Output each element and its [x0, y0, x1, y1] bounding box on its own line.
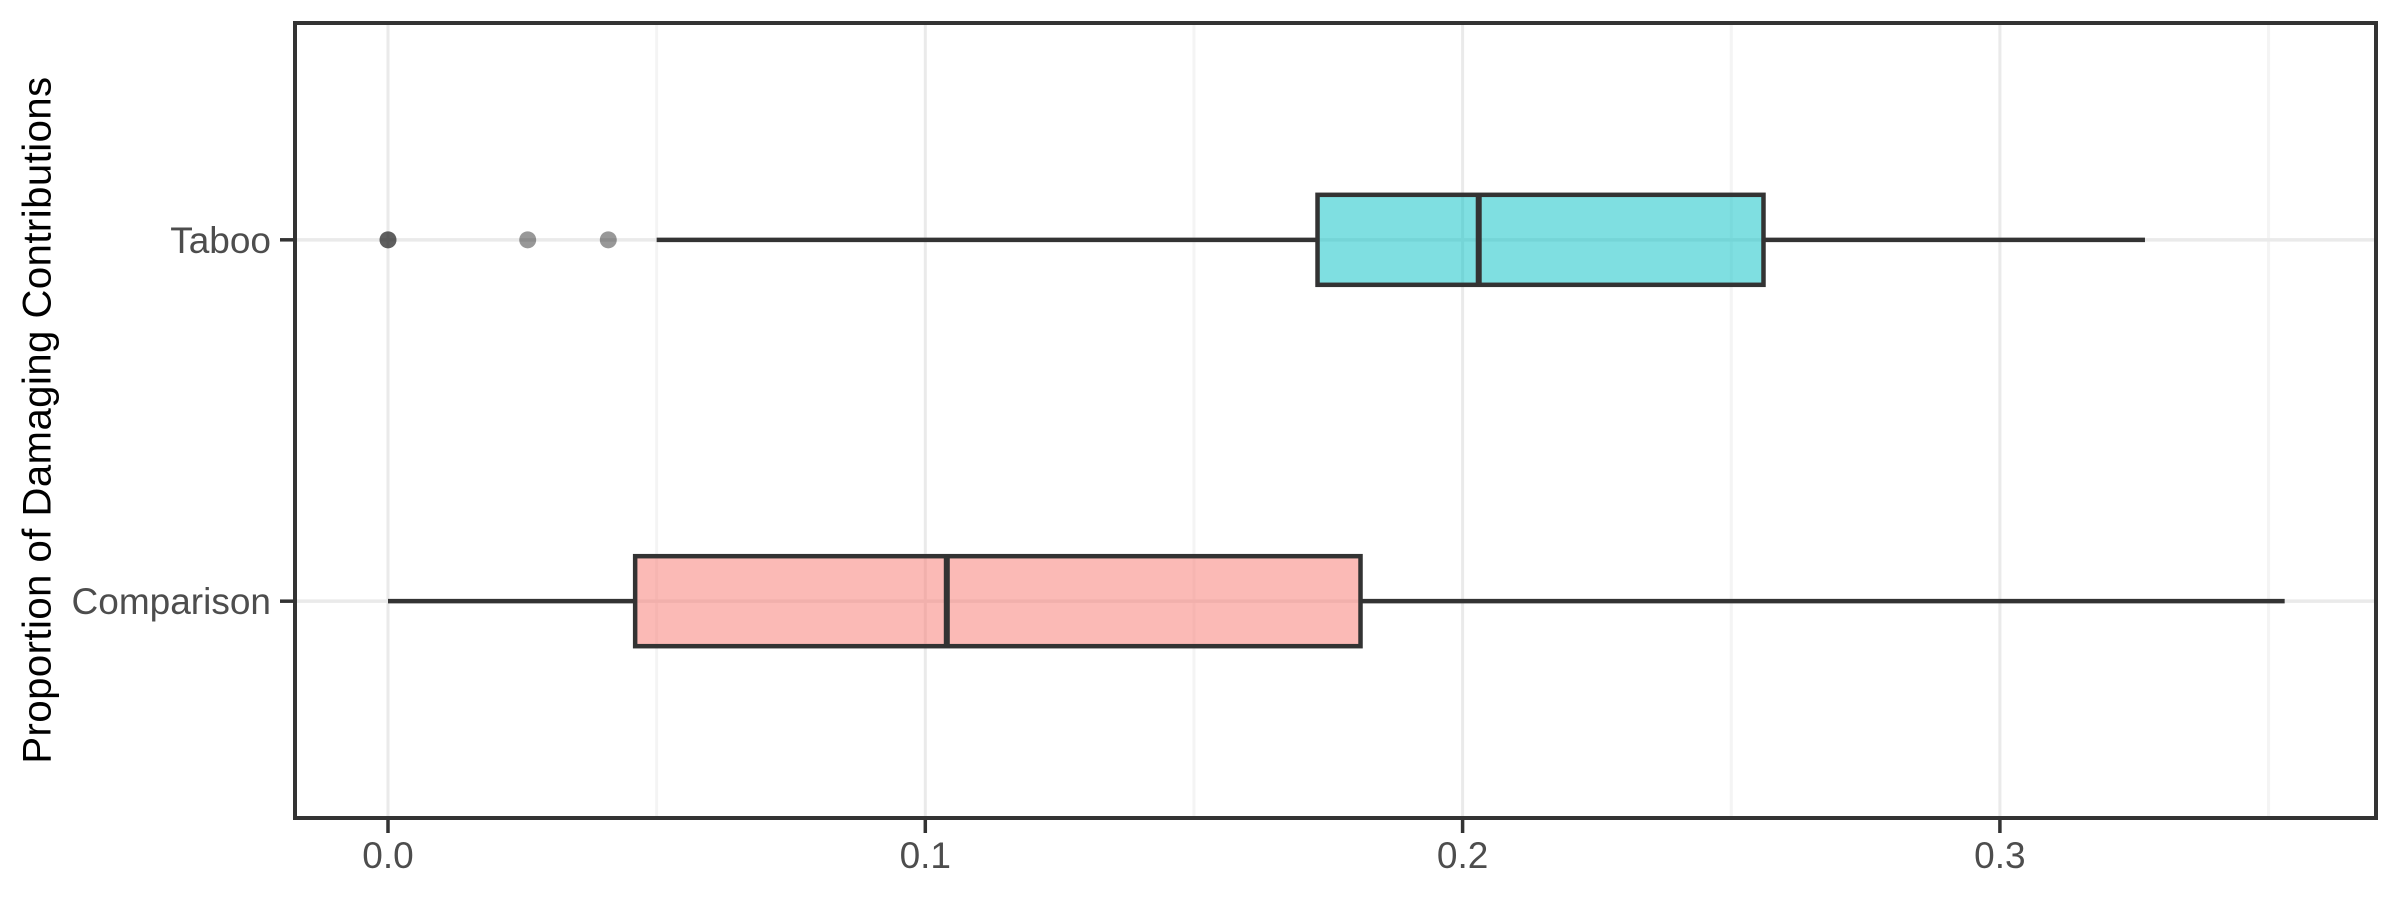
panel-border: [293, 21, 2378, 820]
box-taboo: [1315, 192, 1766, 288]
x-tick-label: 0.3: [1974, 835, 2025, 876]
x-tick-label: 0.2: [1437, 835, 1488, 876]
x-tick-label: 0.1: [900, 835, 951, 876]
outlier-point-taboo: [519, 231, 537, 249]
y-tick-label-comparison: Comparison: [72, 581, 271, 622]
box-comparison: [632, 553, 1363, 649]
outlier-point-taboo: [379, 231, 397, 249]
outlier-point-taboo: [599, 231, 617, 249]
y-tick-label-taboo: Taboo: [170, 220, 271, 261]
x-tick-label: 0.0: [362, 835, 413, 876]
outlier-point-taboo: [379, 231, 397, 249]
